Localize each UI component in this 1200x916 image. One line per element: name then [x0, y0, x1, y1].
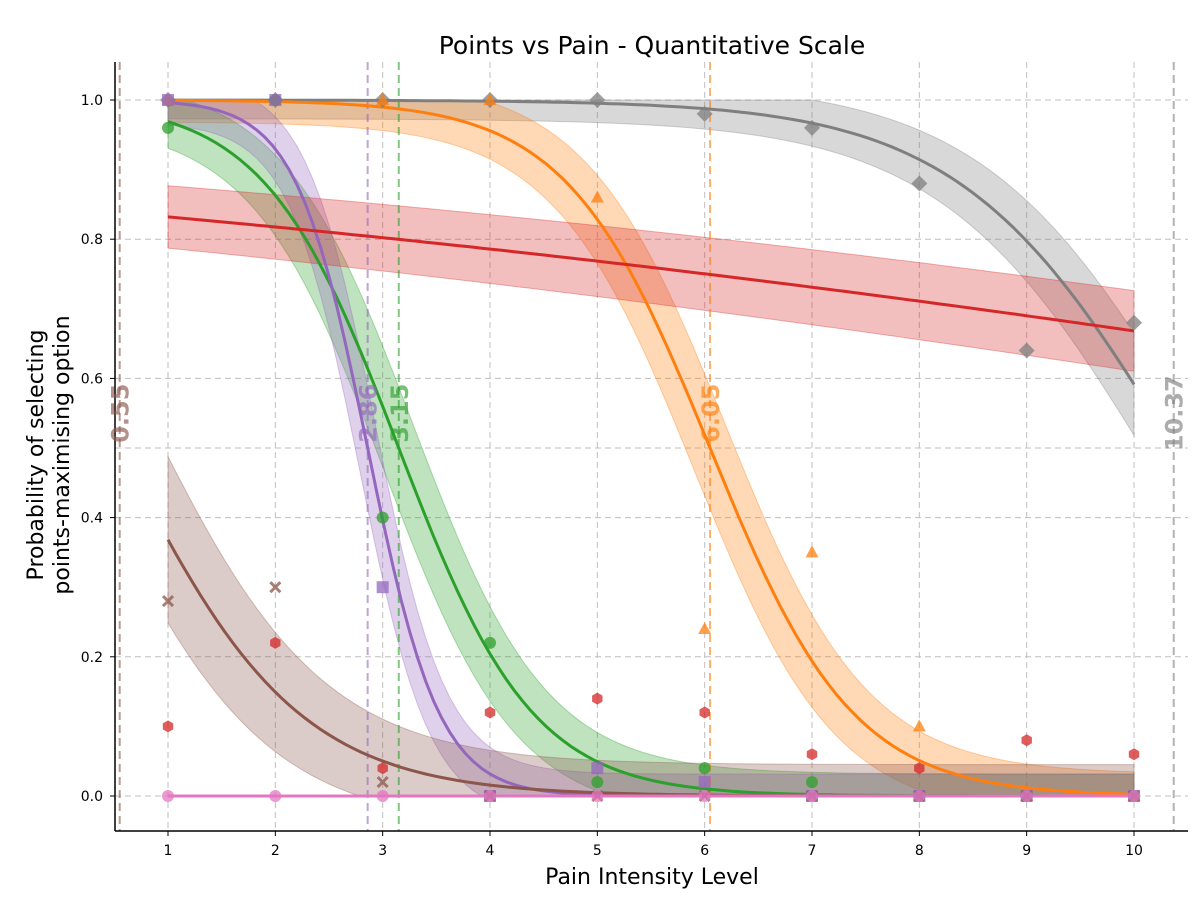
data-point [914, 762, 925, 775]
threshold-label: 2.86 [355, 384, 383, 443]
data-point [1128, 748, 1140, 761]
data-point [269, 94, 282, 106]
data-point [590, 190, 604, 203]
x-tick-label: 6 [700, 843, 709, 859]
data-point [484, 790, 496, 802]
data-point [698, 621, 712, 634]
data-point [804, 119, 820, 136]
fit-curve [168, 98, 1136, 386]
data-point [376, 790, 389, 802]
threshold-label: 6.05 [697, 384, 725, 443]
data-point [376, 511, 389, 524]
fit-curve [167, 215, 1135, 333]
data-point [698, 790, 711, 802]
x-tick-label: 9 [1022, 843, 1031, 859]
x-axis-label: Pain Intensity Level [545, 865, 759, 890]
data-point [1128, 790, 1140, 802]
data-point [591, 776, 604, 789]
data-point [589, 92, 606, 108]
threshold-label: 10.37 [1161, 375, 1189, 451]
fit-curve [168, 98, 1135, 796]
data-point [592, 692, 603, 705]
data-point [591, 762, 604, 775]
x-tick-label: 8 [915, 843, 924, 859]
data-point [162, 94, 174, 106]
x-tick-label: 4 [486, 843, 495, 859]
data-point [698, 776, 711, 789]
data-point [269, 790, 282, 802]
data-point [377, 762, 388, 775]
y-tick-label: 0.8 [81, 232, 103, 248]
data-point [591, 790, 604, 802]
y-axis-label-line2: points-maximising option [50, 315, 75, 594]
data-point [699, 706, 710, 719]
data-point [912, 719, 926, 732]
x-tick-label: 5 [593, 843, 602, 859]
y-axis-label-line1: Probability of selecting [24, 330, 49, 581]
threshold-label: 3.15 [386, 384, 414, 443]
data-point [483, 93, 497, 105]
y-tick-label: 0.4 [81, 511, 103, 527]
x-tick-label: 7 [808, 843, 817, 859]
data-point [376, 581, 389, 594]
x-tick-label: 1 [164, 843, 173, 859]
data-point [270, 636, 281, 649]
data-point [1126, 314, 1142, 331]
data-point [484, 636, 496, 649]
y-tick-label: 0.2 [81, 650, 103, 666]
data-point [484, 706, 496, 719]
threshold-label: 0.55 [107, 384, 135, 443]
data-point [162, 121, 174, 134]
threshold-labels: 10.37 6.05 3.152.86 0.55 [107, 375, 1189, 451]
data-point [805, 545, 819, 558]
x-tick-label: 2 [271, 843, 280, 859]
data-point [1021, 734, 1032, 747]
data-point [1018, 342, 1035, 359]
data-point [913, 790, 926, 802]
y-tick-label: 0.0 [81, 789, 103, 805]
ticks: 1 2 3 4 5 6 7 8 9 10 0.0 0.2 0.4 0.6 0.8 1.0 [81, 93, 1143, 859]
data-point [696, 105, 713, 122]
data-point [911, 175, 928, 192]
data-point [161, 595, 175, 608]
x-tick-label: 3 [378, 843, 387, 859]
chart-title: Points vs Pain - Quantitative Scale [439, 31, 865, 60]
data-point [1020, 790, 1033, 802]
axes [114, 62, 1188, 832]
x-tick-label: 10 [1125, 843, 1143, 859]
confidence-band [167, 185, 1135, 372]
data-point [806, 790, 818, 802]
data-point [269, 581, 282, 594]
y-tick-label: 0.6 [81, 371, 103, 387]
data-point [376, 776, 389, 789]
y-tick-label: 1.0 [81, 93, 103, 109]
fit-curves [166, 98, 1136, 798]
data-point [162, 720, 174, 733]
data-points [160, 92, 1142, 803]
data-point [806, 776, 818, 789]
data-point [376, 93, 390, 105]
data-point [806, 748, 818, 761]
data-point [162, 790, 174, 802]
data-point [698, 762, 711, 775]
